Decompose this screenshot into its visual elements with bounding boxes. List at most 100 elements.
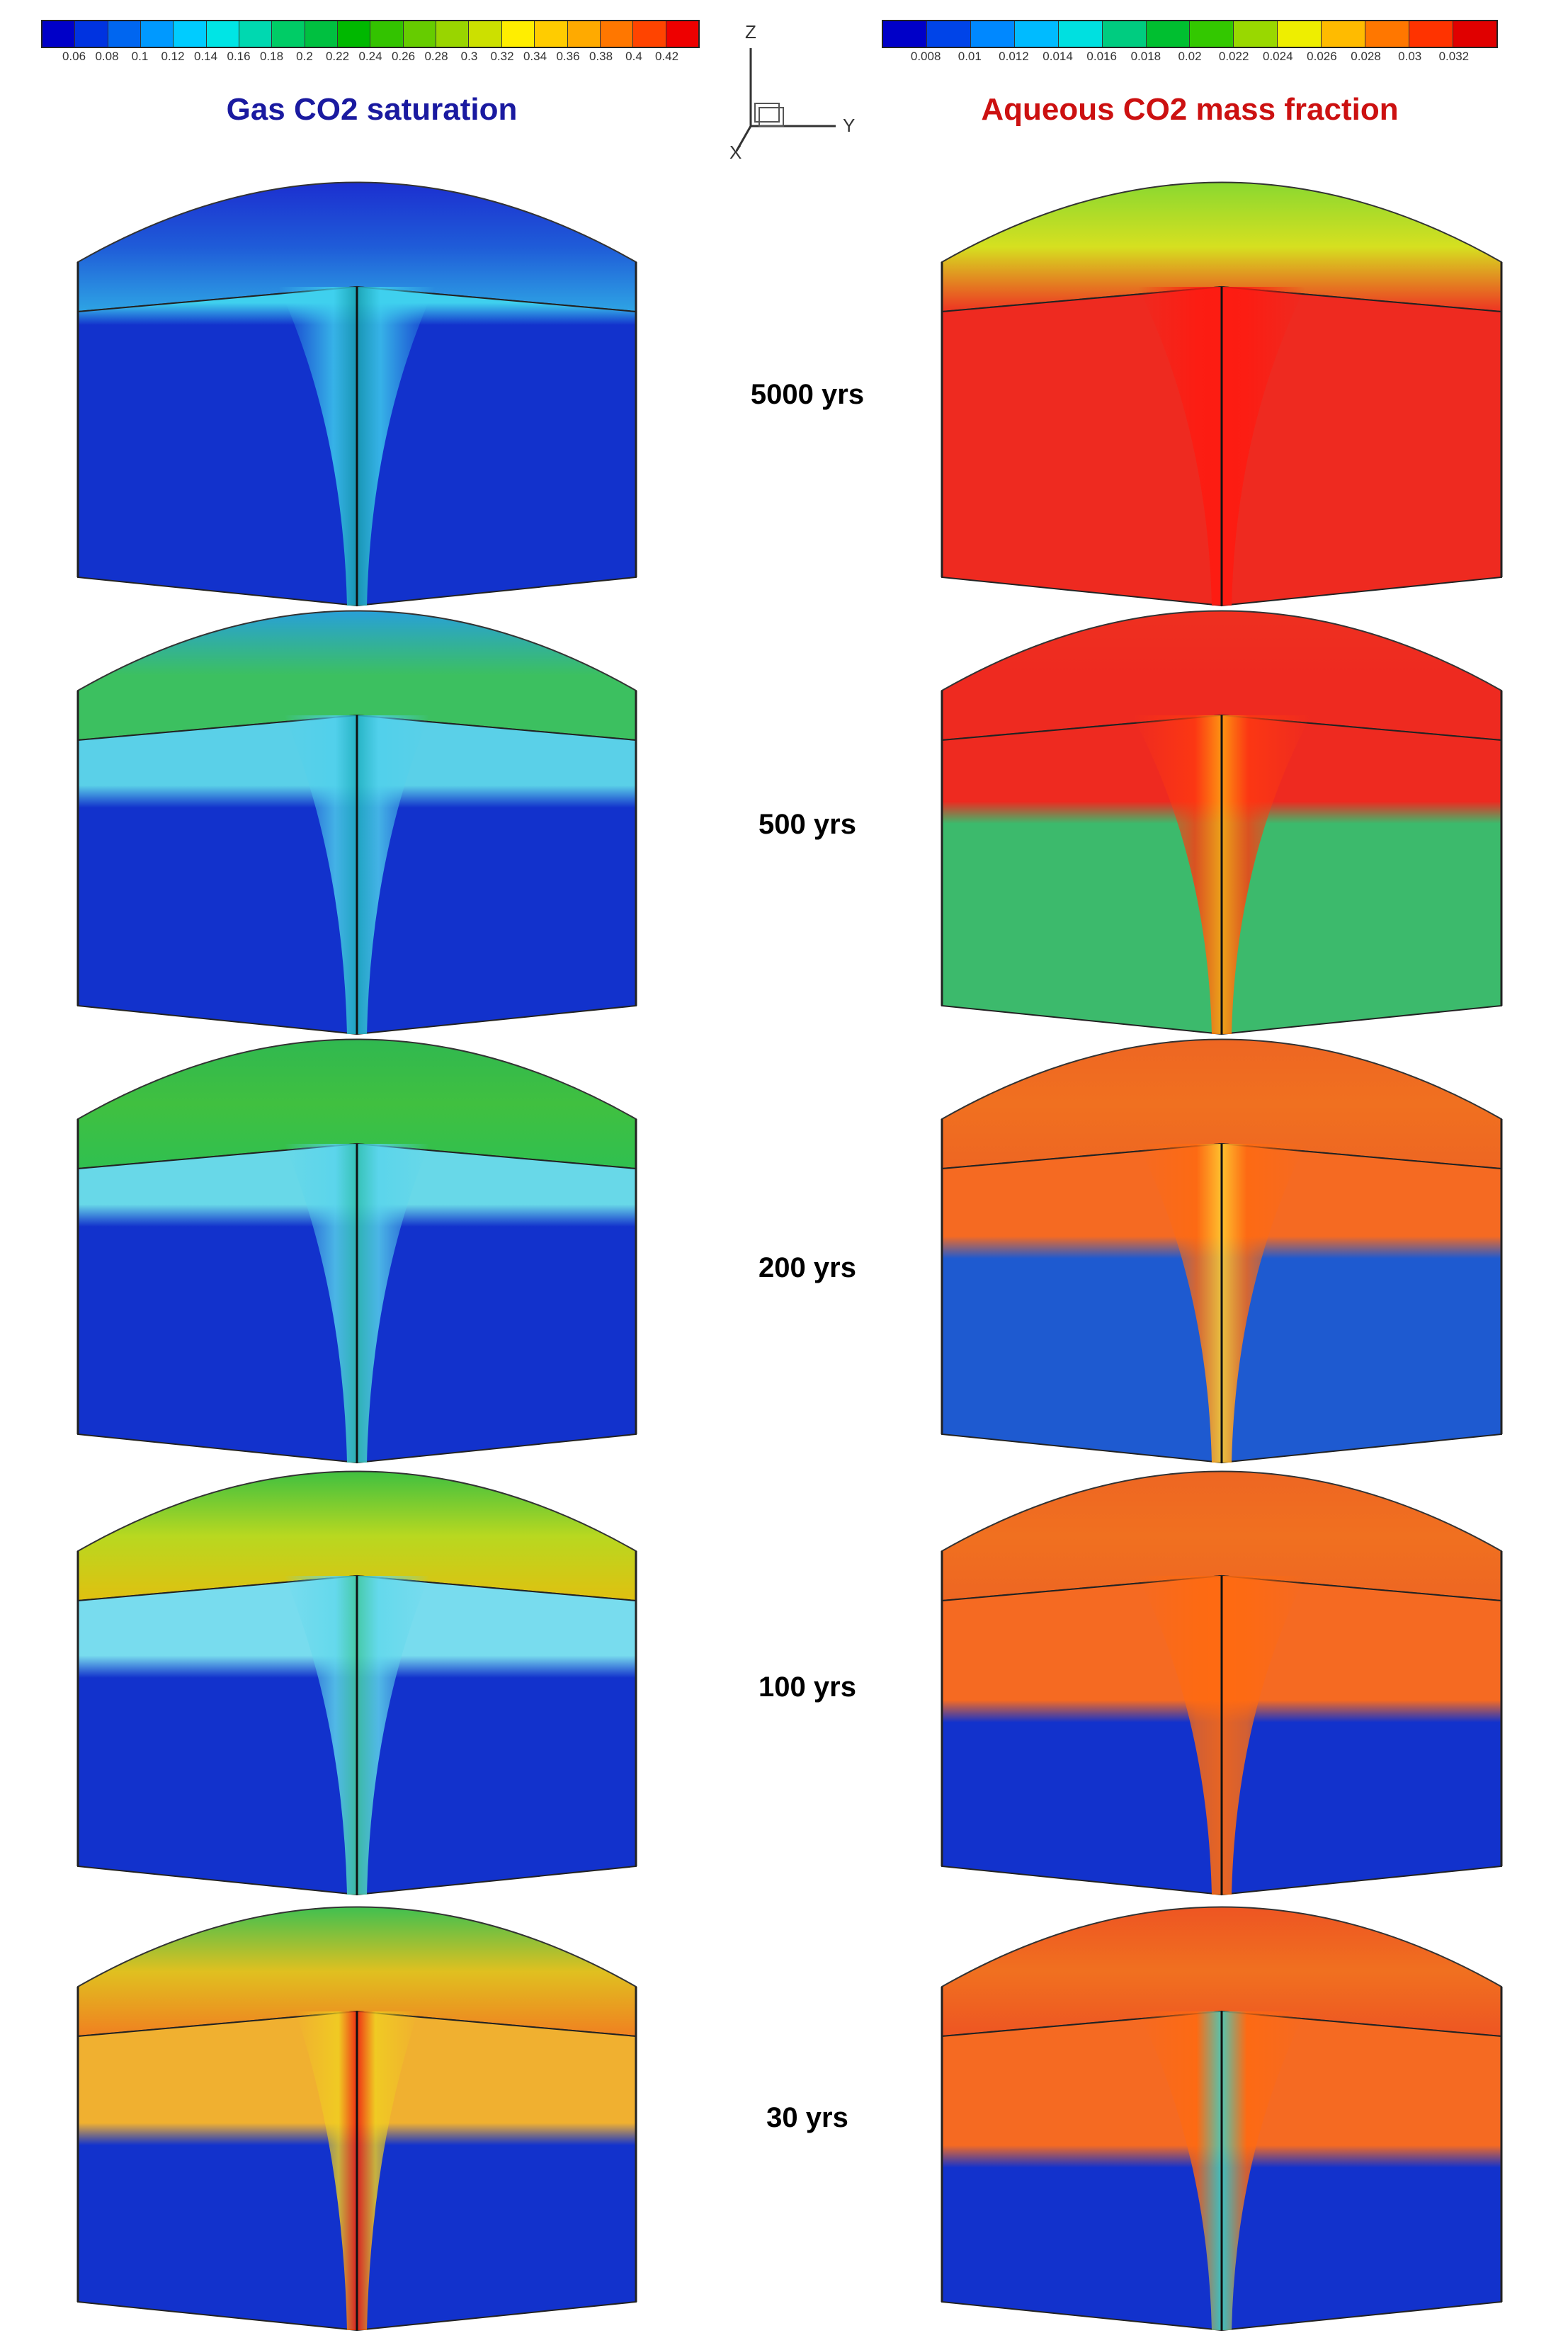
gas-saturation-heading: Gas CO2 saturation xyxy=(226,92,518,127)
gas-colorbar-swatch xyxy=(567,21,601,47)
gas-colorbar-tick-label: 0.18 xyxy=(259,50,284,63)
aqueous-panel-1 xyxy=(941,610,1503,1035)
aqueous-panel-4 xyxy=(941,1906,1503,2332)
aqueous-colorbar-tick-label: 0.026 xyxy=(1307,50,1337,63)
cylinder-top-surface xyxy=(77,181,637,313)
y-axis-label: Y xyxy=(843,115,856,136)
cylinder-top-surface xyxy=(77,1470,637,1602)
cylinder-top-surface xyxy=(77,1906,637,2038)
aqueous-panel-2 xyxy=(941,1038,1503,1464)
cylinder-top-surface xyxy=(941,1470,1502,1602)
gas-panel-0 xyxy=(76,181,637,607)
gas-colorbar-swatch xyxy=(633,21,666,47)
aqueous-colorbar-tick-label: 0.008 xyxy=(910,50,941,63)
gas-colorbar-swatch xyxy=(141,21,174,47)
aqueous-colorbar-tick-label: 0.03 xyxy=(1398,50,1422,63)
time-label-30: 30 yrs xyxy=(766,2102,848,2133)
aqueous-fraction-colorbar xyxy=(882,20,1498,48)
aqueous-colorbar-tick-label: 0.024 xyxy=(1263,50,1293,63)
gas-colorbar-tick-label: 0.14 xyxy=(193,50,218,63)
aqueous-colorbar-swatch xyxy=(1322,21,1366,47)
aqueous-colorbar-swatch xyxy=(1409,21,1453,47)
gas-colorbar-swatch xyxy=(666,21,698,47)
gas-colorbar-swatch xyxy=(403,21,437,47)
aqueous-colorbar-tick-label: 0.018 xyxy=(1130,50,1161,63)
cylinder-top-surface xyxy=(941,610,1502,742)
x-axis-label: X xyxy=(729,142,742,163)
cylinder-top-surface xyxy=(941,181,1502,313)
aqueous-colorbar-swatch xyxy=(1146,21,1191,47)
gas-colorbar-swatch xyxy=(370,21,404,47)
aqueous-colorbar-swatch xyxy=(1278,21,1322,47)
time-label-500: 500 yrs xyxy=(759,809,856,840)
aqueous-colorbar-swatch xyxy=(883,21,927,47)
gas-colorbar-swatch xyxy=(338,21,371,47)
gas-colorbar-tick-label: 0.2 xyxy=(296,50,313,63)
gas-panel-4 xyxy=(76,1906,637,2332)
aqueous-colorbar-tick-label: 0.022 xyxy=(1218,50,1249,63)
gas-colorbar-tick-label: 0.26 xyxy=(391,50,416,63)
gas-colorbar-tick-label: 0.3 xyxy=(460,50,478,63)
z-axis-label: Z xyxy=(745,21,756,42)
aqueous-colorbar-swatch xyxy=(1102,21,1147,47)
aqueous-panel-0 xyxy=(941,181,1503,607)
gas-colorbar-tick-label: 0.28 xyxy=(424,50,448,63)
cylinder-top-surface xyxy=(77,610,637,742)
gas-colorbar-tick-label: 0.16 xyxy=(227,50,251,63)
gas-panel-1 xyxy=(76,610,637,1035)
gas-colorbar-swatch xyxy=(108,21,142,47)
aqueous-colorbar-swatch xyxy=(926,21,971,47)
gas-colorbar-swatch xyxy=(600,21,634,47)
gas-colorbar-tick-label: 0.06 xyxy=(62,50,86,63)
aqueous-colorbar-tick-label: 0.012 xyxy=(999,50,1029,63)
aqueous-colorbar-tick-label: 0.032 xyxy=(1438,50,1470,63)
gas-panel-2 xyxy=(76,1038,637,1464)
gas-colorbar-tick-label: 0.32 xyxy=(490,50,514,63)
gas-colorbar-tick-label: 0.36 xyxy=(556,50,580,63)
gas-colorbar-swatch xyxy=(436,21,470,47)
gas-colorbar-tick-label: 0.12 xyxy=(161,50,185,63)
aqueous-colorbar-tick-label: 0.016 xyxy=(1086,50,1117,63)
gas-colorbar-swatch xyxy=(501,21,535,47)
time-label-5000: 5000 yrs xyxy=(750,379,865,410)
gas-colorbar-swatch xyxy=(42,21,76,47)
gas-colorbar-swatch xyxy=(469,21,502,47)
aqueous-colorbar-tick-label: 0.028 xyxy=(1351,50,1381,63)
aqueous-colorbar-swatch xyxy=(970,21,1015,47)
gas-colorbar-tick-label: 0.08 xyxy=(95,50,119,63)
cylinder-top-surface xyxy=(77,1038,637,1170)
gas-colorbar-tick-label: 0.22 xyxy=(325,50,350,63)
gas-colorbar-swatch xyxy=(535,21,568,47)
axis-triad-graphic xyxy=(735,48,836,152)
aqueous-colorbar-swatch xyxy=(1365,21,1410,47)
gas-colorbar-tick-label: 0.24 xyxy=(358,50,382,63)
gas-colorbar-tick-label: 0.1 xyxy=(131,50,149,63)
gas-colorbar-swatch xyxy=(305,21,339,47)
time-label-100: 100 yrs xyxy=(759,1671,856,1703)
aqueous-colorbar-swatch xyxy=(1014,21,1059,47)
gas-colorbar-swatch xyxy=(239,21,273,47)
aqueous-colorbar-tick-label: 0.02 xyxy=(1178,50,1202,63)
aqueous-colorbar-tick-label: 0.014 xyxy=(1043,50,1073,63)
gas-colorbar-swatch xyxy=(206,21,240,47)
time-label-200: 200 yrs xyxy=(759,1252,856,1283)
cylinder-top-surface xyxy=(941,1906,1502,2038)
gas-colorbar-swatch xyxy=(174,21,207,47)
aqueous-colorbar-swatch xyxy=(1190,21,1234,47)
aqueous-colorbar-swatch xyxy=(1058,21,1103,47)
aqueous-panel-3 xyxy=(941,1470,1503,1896)
gas-colorbar-tick-label: 0.38 xyxy=(589,50,613,63)
cylinder-top-surface xyxy=(941,1038,1502,1170)
gas-colorbar-tick-label: 0.4 xyxy=(625,50,642,63)
gas-colorbar-swatch xyxy=(272,21,305,47)
aqueous-colorbar-swatch xyxy=(1234,21,1278,47)
axis-triad: Z Y X xyxy=(729,20,871,163)
aqueous-colorbar-tick-label: 0.01 xyxy=(958,50,982,63)
gas-saturation-colorbar xyxy=(41,20,700,48)
aqueous-colorbar-swatch xyxy=(1453,21,1496,47)
gas-panel-3 xyxy=(76,1470,637,1896)
aqueous-fraction-heading: Aqueous CO2 mass fraction xyxy=(981,92,1399,127)
gas-colorbar-tick-label: 0.42 xyxy=(654,50,679,63)
gas-colorbar-tick-label: 0.34 xyxy=(523,50,547,63)
